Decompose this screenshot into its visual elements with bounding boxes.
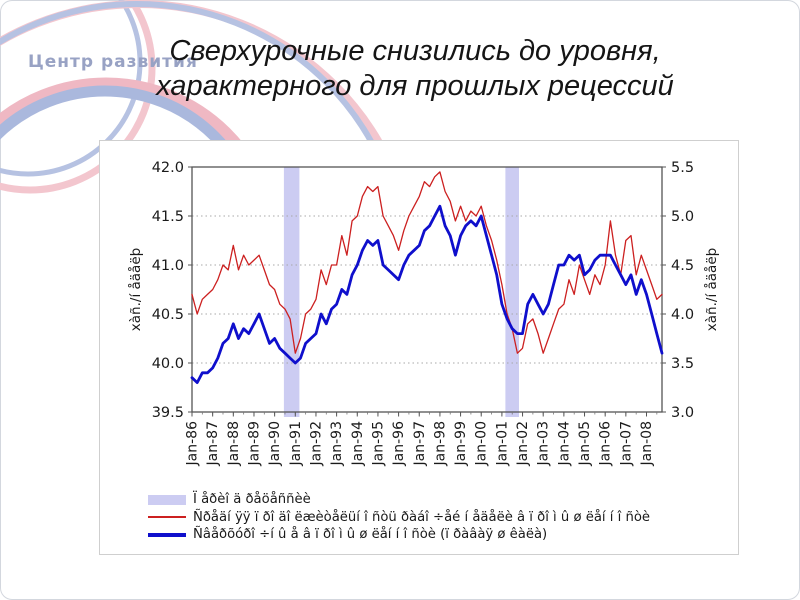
legend-label-overtime: Ñâåðõóðî ÷í û å â ï ðî ì û ø ëåí í î ñòè… bbox=[193, 527, 548, 543]
svg-text:Jan-91: Jan-91 bbox=[288, 421, 304, 466]
svg-text:Jan-96: Jan-96 bbox=[391, 421, 407, 467]
svg-text:Jan-89: Jan-89 bbox=[246, 421, 262, 466]
svg-text:Jan-97: Jan-97 bbox=[412, 421, 428, 466]
chart-legend: Ï åðèî ä ðåöåññèè Ñðåäí ÿÿ ï ðî äî ëæèòå… bbox=[148, 491, 708, 544]
svg-text:42.0: 42.0 bbox=[152, 160, 184, 176]
svg-text:40.5: 40.5 bbox=[152, 307, 184, 323]
svg-text:5.5: 5.5 bbox=[671, 160, 694, 176]
svg-text:Jan-07: Jan-07 bbox=[618, 421, 634, 466]
svg-text:Jan-93: Jan-93 bbox=[329, 421, 345, 466]
right-axis: 3.0 3.5 4.0 4.5 5.0 5.5 bbox=[662, 160, 694, 421]
svg-text:4.5: 4.5 bbox=[671, 258, 694, 274]
svg-text:5.0: 5.0 bbox=[671, 209, 694, 225]
svg-text:Jan-01: Jan-01 bbox=[494, 421, 510, 466]
svg-text:41.5: 41.5 bbox=[152, 209, 184, 225]
x-axis: Jan-86 Jan-87 Jan-88 Jan-89 Jan-90 Jan-91 Jan-… bbox=[185, 412, 658, 467]
svg-text:Jan-00: Jan-00 bbox=[474, 421, 490, 466]
svg-text:39.5: 39.5 bbox=[152, 405, 184, 421]
slide-title-line1: Сверхурочные снизились до уровня, bbox=[169, 35, 661, 67]
svg-text:41.0: 41.0 bbox=[152, 258, 184, 274]
left-axis: 39.5 40.0 40.5 41.0 41.5 42.0 bbox=[152, 160, 192, 421]
legend-row-recession: Ï åðèî ä ðåöåññèè bbox=[148, 491, 708, 509]
svg-text:40.0: 40.0 bbox=[152, 356, 184, 372]
chart-panel bbox=[99, 140, 739, 555]
series-overtime-line bbox=[190, 204, 664, 385]
svg-text:Jan-94: Jan-94 bbox=[350, 421, 366, 467]
svg-text:4.0: 4.0 bbox=[671, 307, 694, 323]
left-axis-title: xàñ./í åäåëþ bbox=[127, 248, 144, 331]
legend-row-workweek: Ñðåäí ÿÿ ï ðî äî ëæèòåëüí î ñòü ðàáî ÷åé… bbox=[148, 509, 708, 527]
svg-text:Jan-88: Jan-88 bbox=[226, 421, 242, 466]
slide-title-line2: характерного для прошлых рецессий bbox=[156, 70, 674, 102]
gridlines bbox=[192, 215, 662, 364]
svg-text:3.5: 3.5 bbox=[671, 356, 694, 372]
plot-frame bbox=[191, 166, 663, 413]
recession-band bbox=[505, 167, 519, 417]
svg-text:3.0: 3.0 bbox=[671, 405, 694, 421]
svg-text:Jan-98: Jan-98 bbox=[432, 421, 448, 466]
right-axis-title: xàñ./í åäåëþ bbox=[703, 248, 720, 331]
svg-text:Jan-99: Jan-99 bbox=[453, 421, 469, 466]
svg-text:Jan-92: Jan-92 bbox=[308, 421, 324, 466]
svg-text:Jan-04: Jan-04 bbox=[556, 421, 572, 467]
svg-text:Jan-86: Jan-86 bbox=[185, 421, 201, 467]
recession-bands bbox=[283, 167, 519, 417]
svg-text:Jan-02: Jan-02 bbox=[515, 421, 531, 466]
legend-label-workweek: Ñðåäí ÿÿ ï ðî äî ëæèòåëüí î ñòü ðàáî ÷åé… bbox=[193, 509, 651, 525]
blue-line-swatch bbox=[148, 533, 186, 537]
recession-band-swatch bbox=[148, 494, 186, 505]
legend-label-recession: Ï åðèî ä ðåöåññèè bbox=[193, 492, 311, 508]
svg-text:Jan-03: Jan-03 bbox=[536, 421, 552, 466]
red-line-swatch bbox=[148, 516, 186, 519]
svg-text:Jan-95: Jan-95 bbox=[370, 421, 386, 466]
svg-text:Jan-87: Jan-87 bbox=[205, 421, 221, 466]
logo-text: Центр развития bbox=[28, 52, 198, 72]
svg-text:Jan-90: Jan-90 bbox=[267, 421, 283, 466]
series-workweek-line bbox=[191, 171, 663, 354]
svg-text:Jan-08: Jan-08 bbox=[639, 421, 655, 466]
recession-band bbox=[283, 167, 300, 417]
legend-row-overtime: Ñâåðõóðî ÷í û å â ï ðî ì û ø ëåí í î ñòè… bbox=[148, 526, 708, 544]
svg-text:Jan-06: Jan-06 bbox=[598, 421, 614, 467]
svg-text:Jan-05: Jan-05 bbox=[577, 421, 593, 466]
slide-title: Сверхурочные снизились до уровня, характ… bbox=[95, 34, 735, 104]
